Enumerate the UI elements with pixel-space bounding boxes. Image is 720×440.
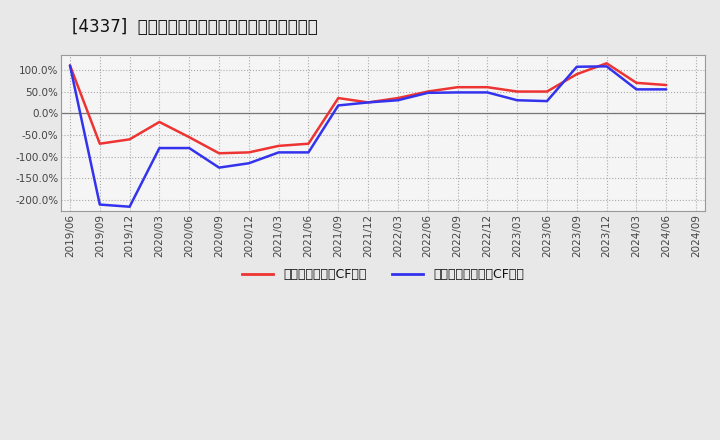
Text: [4337]  有利子負債キャッシュフロー比率の推移: [4337] 有利子負債キャッシュフロー比率の推移 [72,18,318,36]
Legend: 有利子負債営業CF比率, 有利子負債フリーCF比率: 有利子負債営業CF比率, 有利子負債フリーCF比率 [237,263,529,286]
